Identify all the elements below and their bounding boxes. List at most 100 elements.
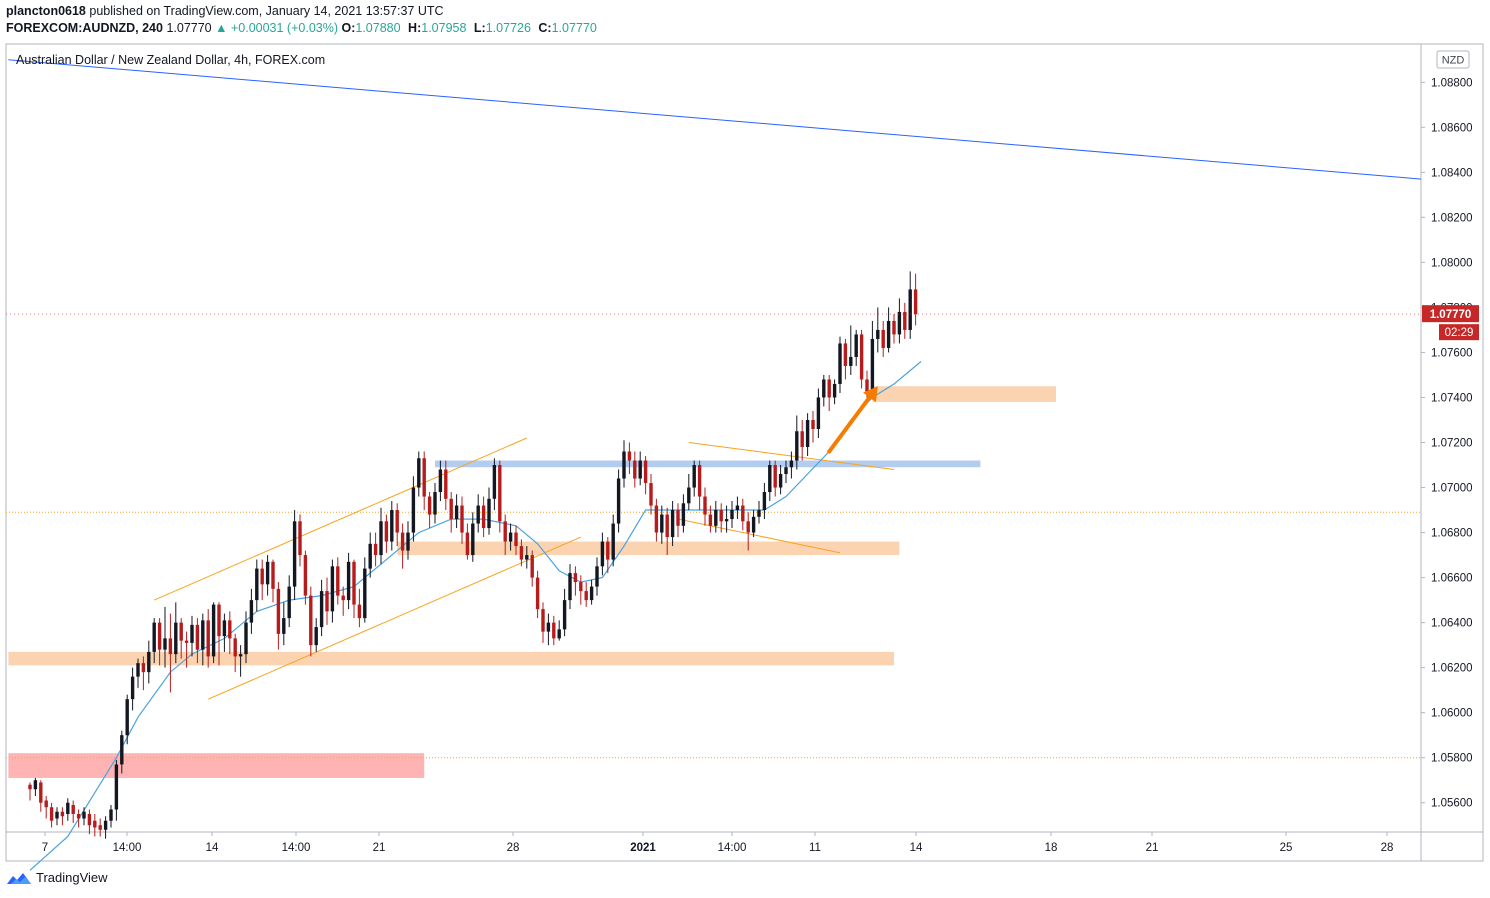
- candle[interactable]: [76, 809, 81, 828]
- candle[interactable]: [811, 410, 815, 443]
- candle[interactable]: [843, 338, 848, 380]
- candle[interactable]: [303, 550, 308, 605]
- candle[interactable]: [849, 325, 853, 375]
- candle[interactable]: [535, 570, 540, 619]
- candle[interactable]: [184, 631, 189, 668]
- candle[interactable]: [168, 613, 173, 693]
- candle[interactable]: [800, 419, 804, 461]
- candle[interactable]: [206, 609, 210, 668]
- candle[interactable]: [670, 501, 675, 547]
- candle[interactable]: [109, 804, 113, 828]
- candle[interactable]: [433, 483, 437, 524]
- candle[interactable]: [287, 575, 291, 628]
- candle[interactable]: [778, 465, 783, 495]
- trend-arrow-head[interactable]: [863, 386, 878, 403]
- candle[interactable]: [870, 320, 875, 398]
- zone-blue-4[interactable]: [435, 460, 981, 468]
- candle[interactable]: [87, 809, 92, 835]
- price-axis[interactable]: 1.088001.086001.084001.082001.080001.078…: [6, 77, 1479, 810]
- candle[interactable]: [784, 460, 788, 484]
- candle[interactable]: [93, 813, 97, 837]
- candle[interactable]: [120, 730, 124, 774]
- candle[interactable]: [174, 602, 178, 664]
- candle[interactable]: [676, 503, 680, 538]
- candle[interactable]: [336, 557, 340, 605]
- candle[interactable]: [352, 559, 356, 619]
- candle[interactable]: [103, 816, 108, 839]
- candle[interactable]: [476, 494, 480, 533]
- candle[interactable]: [886, 307, 891, 353]
- candle[interactable]: [179, 618, 183, 659]
- candle[interactable]: [557, 620, 561, 641]
- candle[interactable]: [762, 483, 767, 520]
- candle[interactable]: [319, 579, 324, 637]
- candle[interactable]: [611, 514, 615, 567]
- candle[interactable]: [422, 451, 426, 511]
- candle[interactable]: [579, 575, 583, 605]
- candle[interactable]: [681, 494, 686, 533]
- candle[interactable]: [400, 523, 405, 569]
- candle[interactable]: [638, 451, 642, 486]
- candle[interactable]: [606, 537, 610, 574]
- current-price-badge[interactable]: [1422, 305, 1479, 323]
- candle[interactable]: [573, 566, 578, 596]
- candle[interactable]: [859, 329, 864, 389]
- candle[interactable]: [492, 458, 497, 511]
- candle[interactable]: [406, 521, 410, 560]
- candle[interactable]: [44, 795, 48, 819]
- time-axis[interactable]: 7 14:00 14 14:00 21 28 2021 14:00 11 14 18 21 25 28: [42, 832, 1394, 854]
- candle[interactable]: [390, 501, 394, 551]
- candle[interactable]: [627, 442, 632, 475]
- candle[interactable]: [471, 512, 475, 562]
- candle[interactable]: [465, 523, 470, 560]
- candle[interactable]: [39, 780, 43, 812]
- candle[interactable]: [33, 777, 38, 796]
- candle[interactable]: [584, 582, 588, 607]
- candle[interactable]: [271, 559, 275, 603]
- candle[interactable]: [427, 492, 432, 529]
- candle[interactable]: [897, 298, 902, 344]
- candle[interactable]: [908, 271, 912, 339]
- candle[interactable]: [649, 474, 653, 515]
- candle[interactable]: [346, 552, 351, 610]
- zone-orange-3[interactable]: [872, 386, 1056, 402]
- candle[interactable]: [373, 532, 378, 567]
- candle[interactable]: [60, 807, 65, 826]
- candle[interactable]: [633, 451, 637, 488]
- symbol-name[interactable]: FOREXCOM:AUDNZD, 240: [6, 21, 163, 35]
- candle[interactable]: [714, 501, 718, 533]
- candle[interactable]: [708, 505, 713, 533]
- candle[interactable]: [114, 759, 119, 821]
- candle[interactable]: [449, 492, 453, 533]
- candle[interactable]: [379, 507, 383, 565]
- candle[interactable]: [357, 588, 362, 628]
- candle[interactable]: [249, 588, 254, 634]
- candle[interactable]: [276, 582, 281, 650]
- candle[interactable]: [384, 514, 389, 553]
- candle[interactable]: [838, 336, 842, 393]
- candle[interactable]: [816, 388, 821, 438]
- candle[interactable]: [741, 498, 745, 531]
- candle[interactable]: [730, 501, 734, 529]
- candle[interactable]: [417, 451, 421, 497]
- candle[interactable]: [665, 507, 669, 556]
- zone-orange-1[interactable]: [8, 651, 894, 666]
- candle[interactable]: [719, 503, 723, 533]
- candle[interactable]: [568, 564, 572, 610]
- publisher-name[interactable]: plancton0618: [6, 4, 86, 18]
- candle[interactable]: [195, 618, 200, 664]
- candle[interactable]: [881, 320, 885, 357]
- candle[interactable]: [460, 496, 464, 544]
- candle[interactable]: [444, 460, 448, 511]
- candle[interactable]: [892, 314, 896, 344]
- candle[interactable]: [498, 460, 502, 533]
- candle[interactable]: [487, 487, 491, 535]
- candle[interactable]: [913, 273, 918, 326]
- candle[interactable]: [411, 476, 416, 542]
- candle[interactable]: [130, 667, 135, 711]
- candle[interactable]: [190, 615, 194, 657]
- candle[interactable]: [622, 440, 626, 488]
- candle[interactable]: [503, 514, 507, 556]
- candle[interactable]: [233, 633, 237, 673]
- candle[interactable]: [395, 503, 399, 547]
